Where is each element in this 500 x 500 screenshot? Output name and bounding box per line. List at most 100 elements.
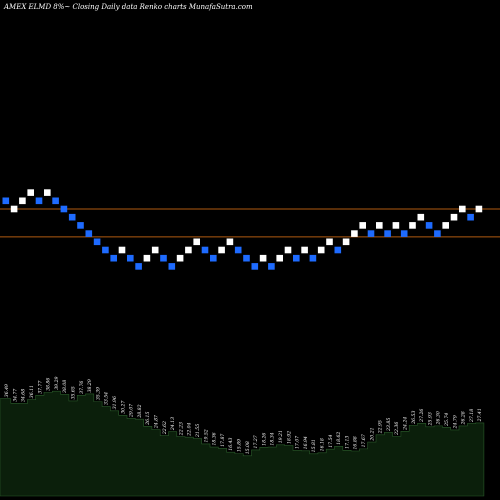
renko-brick-up	[27, 189, 34, 196]
volume-label: 24.79	[452, 415, 458, 429]
volume-label: 19.52	[203, 429, 209, 442]
volume-label: 37.76	[79, 381, 85, 394]
volume-label: 16.88	[353, 436, 359, 449]
volume-label: 34.77	[12, 389, 18, 402]
volume-label: 38.08	[62, 380, 68, 393]
renko-brick-down	[201, 246, 209, 254]
renko-brick-up	[185, 246, 192, 254]
volume-label: 30.27	[120, 401, 126, 414]
renko-brick-up	[417, 213, 425, 221]
volume-label: 31.96	[112, 396, 118, 409]
renko-brick-down	[384, 230, 391, 237]
renko-brick-up	[151, 246, 159, 254]
renko-brick-down	[434, 230, 441, 237]
volume-label: 26.30	[436, 411, 442, 425]
chart-title: AMEX ELMD 8%~ Closing Daily data Renko c…	[3, 3, 253, 11]
volume-label: 17.67	[361, 434, 367, 447]
volume-area	[0, 390, 485, 497]
renko-brick-down	[102, 246, 109, 254]
volume-label: 15.81	[311, 439, 317, 452]
renko-brick-up	[450, 213, 458, 221]
volume-label: 29.07	[129, 404, 135, 418]
volume-label: 23.85	[386, 418, 392, 432]
volume-label: 17.27	[253, 435, 259, 448]
renko-brick-down	[309, 254, 317, 262]
volume-label: 38.29	[87, 379, 93, 392]
renko-brick-down	[367, 230, 375, 237]
volume-label: 35.39	[95, 387, 101, 400]
renko-brick-down	[85, 230, 93, 237]
volume-label: 36.49	[4, 384, 10, 397]
renko-brick-down	[243, 254, 250, 262]
volume-label: 33.54	[104, 392, 110, 405]
volume-label: 19.21	[278, 430, 284, 443]
volume-label: 22.23	[178, 422, 184, 436]
volume-label: 17.54	[328, 435, 334, 448]
renko-brick-down	[68, 213, 76, 221]
renko-brick-up	[19, 197, 26, 205]
volume-label: 36.11	[29, 385, 35, 398]
renko-brick-down	[168, 263, 176, 270]
volume-label: 18.26	[261, 433, 267, 446]
volume-label: 16.94	[303, 436, 309, 449]
renko-brick-down	[293, 254, 300, 262]
renko-brick-up	[326, 238, 333, 246]
volume-label: 38.86	[46, 378, 52, 391]
renko-brick-up	[284, 246, 292, 254]
renko-brick-down	[110, 254, 117, 262]
volume-label: 25.93	[427, 412, 433, 426]
renko-brick-down	[135, 263, 142, 270]
renko-brick-up	[317, 246, 325, 254]
volume-label: 16.18	[320, 438, 326, 451]
renko-brick-down	[234, 246, 242, 254]
renko-brick-up	[143, 254, 151, 262]
volume-label: 27.41	[477, 408, 483, 422]
renko-brick-down	[400, 230, 408, 237]
volume-label: 18.36	[212, 432, 218, 445]
renko-brick-down	[425, 222, 433, 229]
renko-brick-up	[193, 238, 200, 246]
renko-brick-up	[459, 205, 466, 213]
renko-brick-up	[342, 238, 350, 246]
volume-label: 22.62	[162, 421, 168, 435]
volume-label: 17.13	[344, 436, 350, 449]
volume-label: 18.34	[270, 432, 276, 445]
volume-label: 34.68	[21, 389, 27, 402]
volume-label: 37.77	[37, 381, 43, 394]
renko-brick-up	[351, 230, 358, 237]
renko-brick-up	[359, 222, 366, 229]
volume-label: 21.55	[195, 424, 201, 438]
volume-label: 22.95	[378, 420, 384, 434]
renko-brick-up	[376, 222, 383, 229]
volume-label: 28.82	[137, 404, 143, 418]
volume-label: 17.87	[220, 434, 226, 447]
renko-brick-down	[93, 238, 101, 246]
volume-label: 26.28	[461, 411, 467, 425]
renko-brick-down	[52, 197, 59, 205]
volume-area-path	[0, 390, 485, 497]
renko-brick-down	[251, 263, 259, 270]
renko-brick-up	[118, 246, 126, 254]
renko-brick-down	[210, 254, 217, 262]
volume-label: 25.74	[444, 413, 450, 427]
volume-label: 15.08	[245, 441, 251, 454]
reference-lines	[0, 208, 500, 238]
renko-brick-up	[10, 205, 18, 213]
volume-labels: 36.49 34.77 34.68 36.11 37.77 38.86 39.29 38.08…	[4, 377, 483, 455]
volume-label: 27.26	[419, 409, 425, 423]
renko-brick-up	[301, 246, 308, 254]
volume-label: 18.62	[336, 432, 342, 445]
renko-brick-down	[334, 246, 342, 254]
renko-brick-up	[259, 254, 267, 262]
renko-brick-up	[442, 222, 449, 229]
renko-brick-up	[44, 189, 51, 196]
volume-label: 18.92	[286, 431, 292, 444]
renko-brick-down	[268, 263, 275, 270]
volume-label: 24.87	[154, 415, 160, 429]
renko-brick-up	[475, 205, 483, 213]
volume-label: 20.21	[369, 427, 375, 441]
renko-brick-up	[218, 246, 225, 254]
renko-brick-down	[2, 197, 10, 205]
renko-brick-up	[392, 222, 400, 229]
